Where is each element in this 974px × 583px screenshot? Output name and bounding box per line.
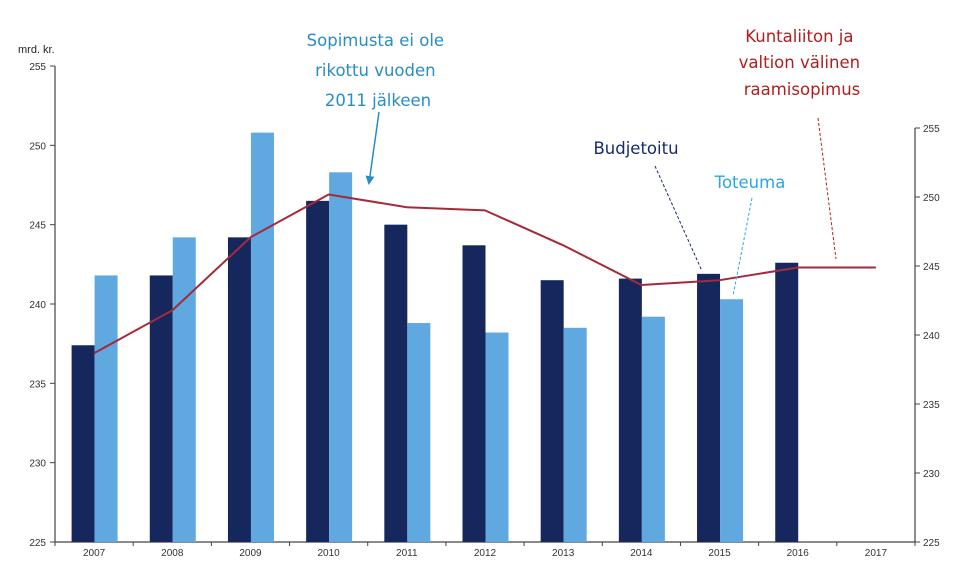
bar-budjetoitu-2007 [71,345,95,542]
y-tick-label: 235 [29,379,46,390]
x-tick-label: 2013 [552,548,575,559]
bar-toteuma-2012 [485,332,509,542]
series-lines [93,193,876,355]
bar-budjetoitu-2014 [618,278,642,542]
y-tick-label: 245 [29,221,46,232]
y2-tick-label: 230 [923,469,940,480]
bar-budjetoitu-2013 [540,280,564,542]
bar-budjetoitu-2011 [384,224,408,542]
annotation-budjetoitu: Budjetoitu [593,139,678,158]
bar-budjetoitu-2015 [697,273,721,542]
x-tick-label: 2007 [83,548,106,559]
annotation-pointer-toteuma [732,197,753,297]
bars [71,132,799,543]
bar-toteuma-2013 [563,327,587,542]
y-tick-label: 230 [29,459,46,470]
y2-tick-label: 235 [923,400,940,411]
y-axis-unit-label: mrd. kr. [18,44,55,56]
x-tick-label: 2014 [630,548,653,559]
x-tick-label: 2017 [865,548,888,559]
bar-toteuma-2008 [172,237,196,543]
y2-tick-label: 250 [923,193,940,204]
annotation-sopimus: Sopimusta ei ole rikottu vuoden 2011 jäl… [307,31,450,110]
axes: 225 230 235 240 245 250 255 225 230 235 240 245 250 2… [29,62,940,559]
bar-budjetoitu-2012 [462,245,486,542]
bar-budjetoitu-2010 [306,200,330,542]
line-raamisopimus [93,193,876,355]
y-tick-label: 250 [29,141,46,152]
annotation-pointer-budjetoitu [654,165,703,272]
bar-toteuma-2015 [720,299,744,542]
bar-budjetoitu-2016 [775,262,799,542]
bar-toteuma-2009 [250,132,274,542]
bar-toteuma-2011 [407,323,431,542]
annotation-pointer-raamisopimus [817,117,837,260]
y2-tick-label: 225 [923,538,940,549]
x-tick-label: 2009 [239,548,262,559]
y2-tick-label: 255 [923,124,940,135]
bar-toteuma-2014 [641,316,665,542]
bar-toteuma-2007 [94,275,118,542]
x-tick-label: 2012 [474,548,497,559]
bar-budjetoitu-2008 [149,275,173,542]
y2-tick-label: 240 [923,331,940,342]
x-tick-label: 2016 [787,548,810,559]
bar-toteuma-2010 [329,172,353,542]
y-tick-label: 225 [29,538,46,549]
annotation-raamisopimus: Kuntaliiton ja valtion välinen raamisopi… [739,27,866,99]
x-tick-label: 2011 [396,548,418,559]
x-tick-label: 2015 [708,548,731,559]
x-tick-label: 2010 [318,548,341,559]
bar-budjetoitu-2009 [227,237,251,543]
annotation-arrow-sopimus [365,111,380,185]
x-tick-label: 2008 [161,548,184,559]
annotation-toteuma: Toteuma [714,173,786,192]
y-tick-label: 240 [29,300,46,311]
y-tick-label: 255 [29,62,46,73]
y2-tick-label: 245 [923,262,940,273]
